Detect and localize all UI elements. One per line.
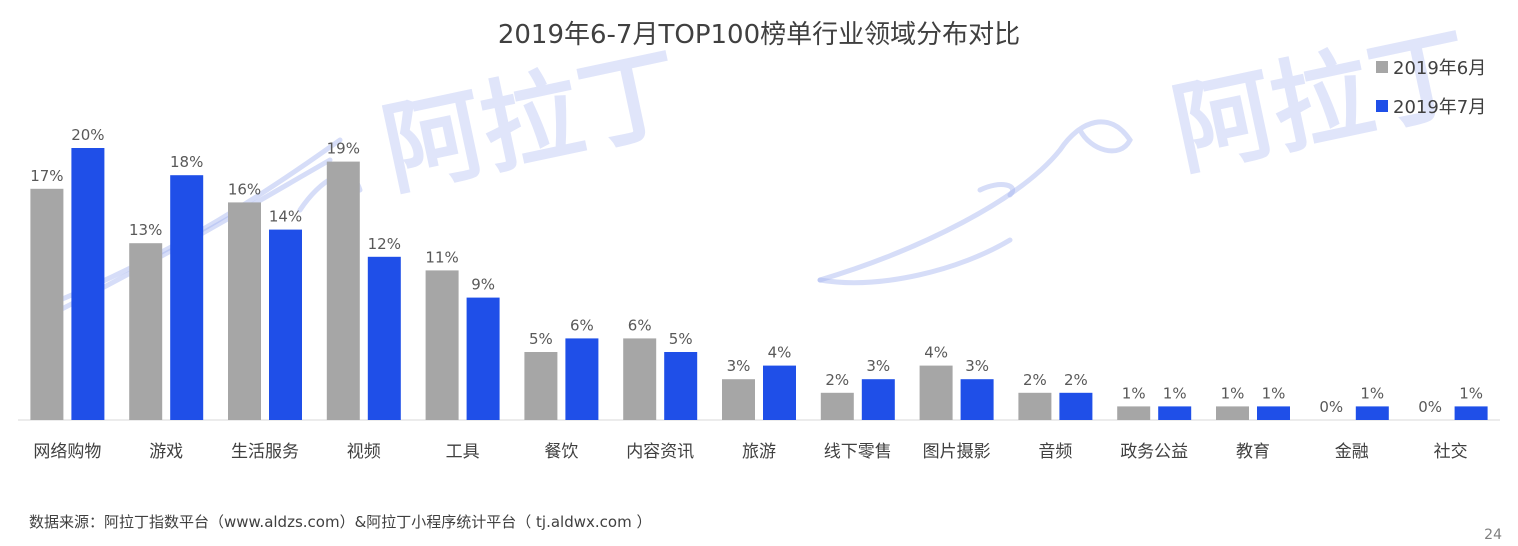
- category-label-14: 社交: [1434, 442, 1468, 462]
- bar-jul-9: [960, 379, 994, 420]
- page-number: 24: [1484, 527, 1502, 543]
- bar-jul-12: [1257, 406, 1290, 420]
- bar-jul-8: [861, 379, 895, 420]
- category-label-3: 视频: [347, 442, 381, 462]
- data-label-jul-8: 3%: [866, 357, 890, 375]
- category-label-10: 音频: [1038, 442, 1072, 462]
- bar-jun-7: [722, 379, 755, 420]
- bar-jul-3: [367, 256, 401, 420]
- chart-title: 2019年6-7月TOP100榜单行业领域分布对比: [497, 20, 1021, 50]
- data-label-jun-0: 17%: [30, 167, 63, 185]
- legend-item-jun: 2019年6月: [1376, 54, 1486, 80]
- bar-jul-0: [71, 148, 105, 420]
- bar-jun-2: [228, 202, 261, 420]
- bar-jun-0: [30, 188, 64, 420]
- data-label-jun-2: 16%: [228, 180, 261, 198]
- bar-jun-3: [326, 161, 360, 420]
- legend-item-jul: 2019年7月: [1376, 93, 1486, 119]
- bar-jul-1: [170, 175, 204, 420]
- category-label-2: 生活服务: [231, 442, 299, 462]
- data-label-jul-10: 2%: [1064, 371, 1088, 389]
- data-label-jun-12: 1%: [1221, 384, 1245, 402]
- data-label-jul-5: 6%: [570, 316, 594, 334]
- bar-jun-10: [1018, 392, 1052, 420]
- bar-jul-13: [1355, 406, 1389, 420]
- bar-jun-8: [820, 392, 854, 420]
- bar-jun-1: [129, 243, 163, 420]
- data-label-jul-2: 14%: [269, 208, 302, 226]
- bar-jul-5: [565, 338, 599, 420]
- data-label-jun-5: 5%: [529, 330, 553, 348]
- data-label-jun-3: 19%: [327, 140, 360, 158]
- category-label-13: 金融: [1335, 442, 1369, 462]
- bar-jun-5: [524, 352, 558, 420]
- data-label-jul-13: 1%: [1360, 384, 1384, 402]
- category-label-9: 图片摄影: [923, 442, 991, 462]
- category-label-5: 餐饮: [544, 442, 578, 462]
- legend-label-jun: 2019年6月: [1393, 58, 1487, 79]
- data-label-jun-7: 3%: [727, 357, 751, 375]
- data-label-jul-4: 9%: [471, 276, 495, 294]
- data-label-jun-11: 1%: [1122, 384, 1146, 402]
- data-label-jun-4: 11%: [425, 248, 458, 266]
- legend-swatch-jun: [1376, 61, 1388, 73]
- bar-jun-11: [1117, 406, 1151, 420]
- bar-jul-11: [1158, 406, 1192, 420]
- data-label-jul-9: 3%: [965, 357, 989, 375]
- data-label-jul-3: 12%: [368, 235, 401, 253]
- data-label-jun-14: 0%: [1418, 398, 1442, 416]
- data-label-jul-11: 1%: [1163, 384, 1187, 402]
- category-label-6: 内容资讯: [626, 442, 694, 462]
- bar-jul-14: [1454, 406, 1488, 420]
- data-label-jul-6: 5%: [669, 330, 693, 348]
- legend-label-jul: 2019年7月: [1393, 97, 1487, 118]
- category-label-11: 政务公益: [1120, 442, 1188, 462]
- data-label-jun-6: 6%: [628, 316, 652, 334]
- data-label-jul-1: 18%: [170, 153, 203, 171]
- data-label-jun-8: 2%: [825, 371, 849, 389]
- legend-swatch-jul: [1376, 100, 1388, 112]
- data-label-jul-7: 4%: [768, 344, 792, 362]
- data-source-note: 数据来源：阿拉丁指数平台（www.aldzs.com）&阿拉丁小程序统计平台（ …: [29, 513, 652, 531]
- bar-jul-6: [664, 352, 698, 420]
- category-label-4: 工具: [446, 442, 480, 462]
- bar-jun-6: [623, 338, 657, 420]
- bar-jul-7: [763, 365, 796, 420]
- data-label-jul-12: 1%: [1262, 384, 1286, 402]
- data-label-jun-10: 2%: [1023, 371, 1047, 389]
- data-label-jun-1: 13%: [129, 221, 162, 239]
- bar-jul-2: [269, 229, 302, 420]
- bar-jun-12: [1216, 406, 1249, 420]
- data-label-jul-0: 20%: [71, 126, 104, 144]
- category-label-12: 教育: [1236, 442, 1270, 462]
- category-label-8: 线下零售: [824, 442, 892, 462]
- bar-jun-9: [919, 365, 953, 420]
- bar-jul-4: [466, 297, 500, 420]
- data-label-jul-14: 1%: [1459, 384, 1483, 402]
- category-label-7: 旅游: [742, 442, 776, 462]
- bar-jun-4: [425, 270, 459, 420]
- category-label-1: 游戏: [149, 442, 183, 462]
- category-label-0: 网络购物: [33, 442, 101, 462]
- data-label-jun-9: 4%: [924, 344, 948, 362]
- bar-jul-10: [1059, 392, 1093, 420]
- data-label-jun-13: 0%: [1319, 398, 1343, 416]
